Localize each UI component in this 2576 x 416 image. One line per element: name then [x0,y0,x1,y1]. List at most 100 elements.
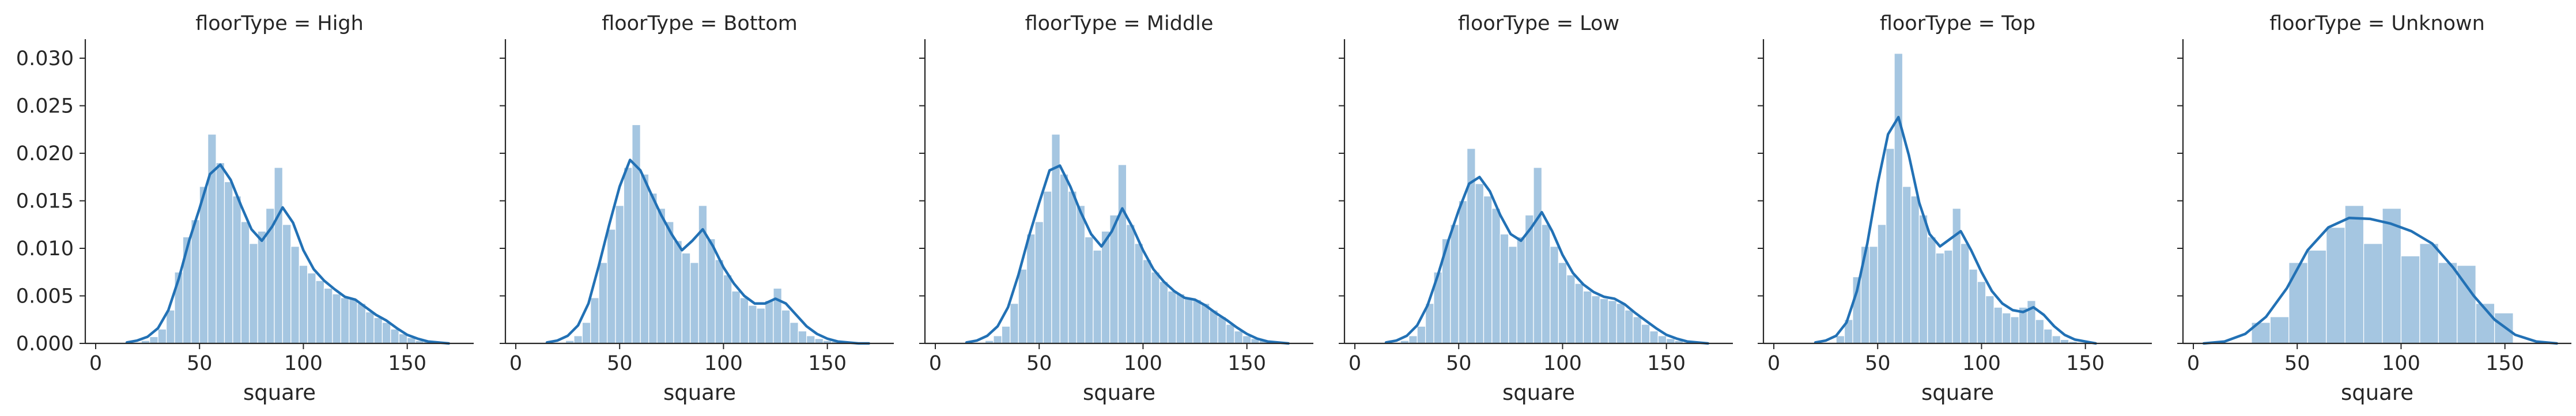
hist-bar [1491,208,1501,344]
x-tick-label: 0 [1349,352,1361,375]
hist-bar [1582,290,1592,344]
hist-bar [1977,281,1986,344]
x-tick-label: 50 [1026,352,1052,375]
hist-bar [1242,335,1252,344]
hist-bar [216,162,225,344]
hist-bar [349,298,358,344]
axes-spines [924,39,1313,345]
x-axis-label: square [1502,380,1575,405]
hist-bar [199,186,209,344]
hist-bar [390,328,399,344]
hist-bar [698,205,708,344]
hist-bar [1068,191,1077,344]
hist-bar [806,335,815,344]
kde-line [125,163,450,345]
panel-title: floorType = Middle [1025,12,1214,35]
histogram-bars [141,134,433,344]
hist-bar [1101,230,1111,344]
hist-bar [615,205,625,344]
hist-bar [2400,255,2420,344]
x-tick-label: 150 [2066,352,2105,375]
hist-bar [1985,295,1995,344]
hist-bar [1151,271,1160,344]
hist-bar [1657,335,1667,344]
hist-bar [1649,330,1659,344]
histogram-bars [2251,205,2514,344]
hist-bar [756,308,766,344]
hist-bar [1952,208,1962,344]
x-tick-label: 0 [2187,352,2200,375]
hist-bar [1168,290,1177,344]
hist-bar [648,192,658,344]
x-tick-label: 0 [509,352,522,375]
hist-bar [2326,227,2345,344]
hist-bar [207,134,217,344]
x-tick-label: 150 [2486,352,2524,375]
axes-spines [84,39,474,345]
histogram-bars [1835,53,2078,344]
hist-bar [1541,224,1551,344]
y-tick-label: 0.005 [16,285,74,308]
axes-spines [1343,39,1733,345]
x-tick-label: 50 [187,352,213,375]
hist-bar [707,238,716,344]
hist-bar [1483,195,1493,344]
hist-bar [290,246,300,344]
hist-bar [340,297,350,344]
x-tick-label: 50 [607,352,633,375]
hist-bar [1608,300,1617,344]
hist-bar [1450,224,1459,344]
y-tick-label: 0.000 [16,332,74,356]
hist-bar [2344,205,2365,344]
hist-bar [165,309,175,344]
hist-bar [632,124,641,344]
x-tick-label: 100 [2382,352,2420,375]
x-tick-label: 100 [704,352,743,375]
hist-bar [1558,262,1567,344]
x-tick-label: 50 [2284,352,2310,375]
hist-bar [1001,326,1011,344]
hist-bar [1835,335,1845,344]
hist-bar [581,322,591,344]
hist-bar [315,280,325,344]
facet-panel-1: 0 50 100 150 floorType = Bottom square [500,12,894,405]
facet-panel-0: 0 50 100 150 0.000 0.005 0.010 0.015 0.020 0.025 0… [16,12,474,405]
hist-bar [1633,316,1642,344]
hist-bar [1043,191,1052,344]
hist-bar [1886,148,1895,344]
hist-bar [664,221,674,344]
hist-bar [1192,299,1202,344]
hist-bar [240,221,250,344]
hist-bar [715,259,724,344]
x-tick-label: 0 [929,352,942,375]
hist-bar [1209,309,1218,344]
hist-bar [739,297,749,344]
hist-bar [1034,221,1044,344]
y-tick-label: 0.020 [16,142,74,165]
hist-bar [2035,319,2045,344]
hist-bar [1894,53,1903,344]
axes-spines [504,39,894,345]
panel-title: floorType = Top [1880,12,2035,35]
hist-bar [1869,246,1878,344]
hist-bar [723,274,732,344]
hist-bar [1533,167,1543,344]
kde-line [1384,176,1709,345]
hist-bar [1408,335,1418,344]
hist-bar [573,335,583,344]
hist-bar [1943,249,1953,344]
hist-bar [2001,312,2011,344]
hist-bar [1467,148,1476,344]
hist-bar [690,262,699,344]
hist-bar [1499,233,1509,344]
hist-bar [299,265,308,344]
hist-bar [1159,281,1169,344]
kde-line [965,164,1290,345]
hist-bar [607,229,616,344]
hist-bar [365,311,375,344]
x-tick-label: 150 [1647,352,1686,375]
hist-bar [1126,224,1135,344]
x-axis-label: square [243,380,316,405]
histogram-bars [565,124,840,344]
hist-bar [1184,297,1193,344]
